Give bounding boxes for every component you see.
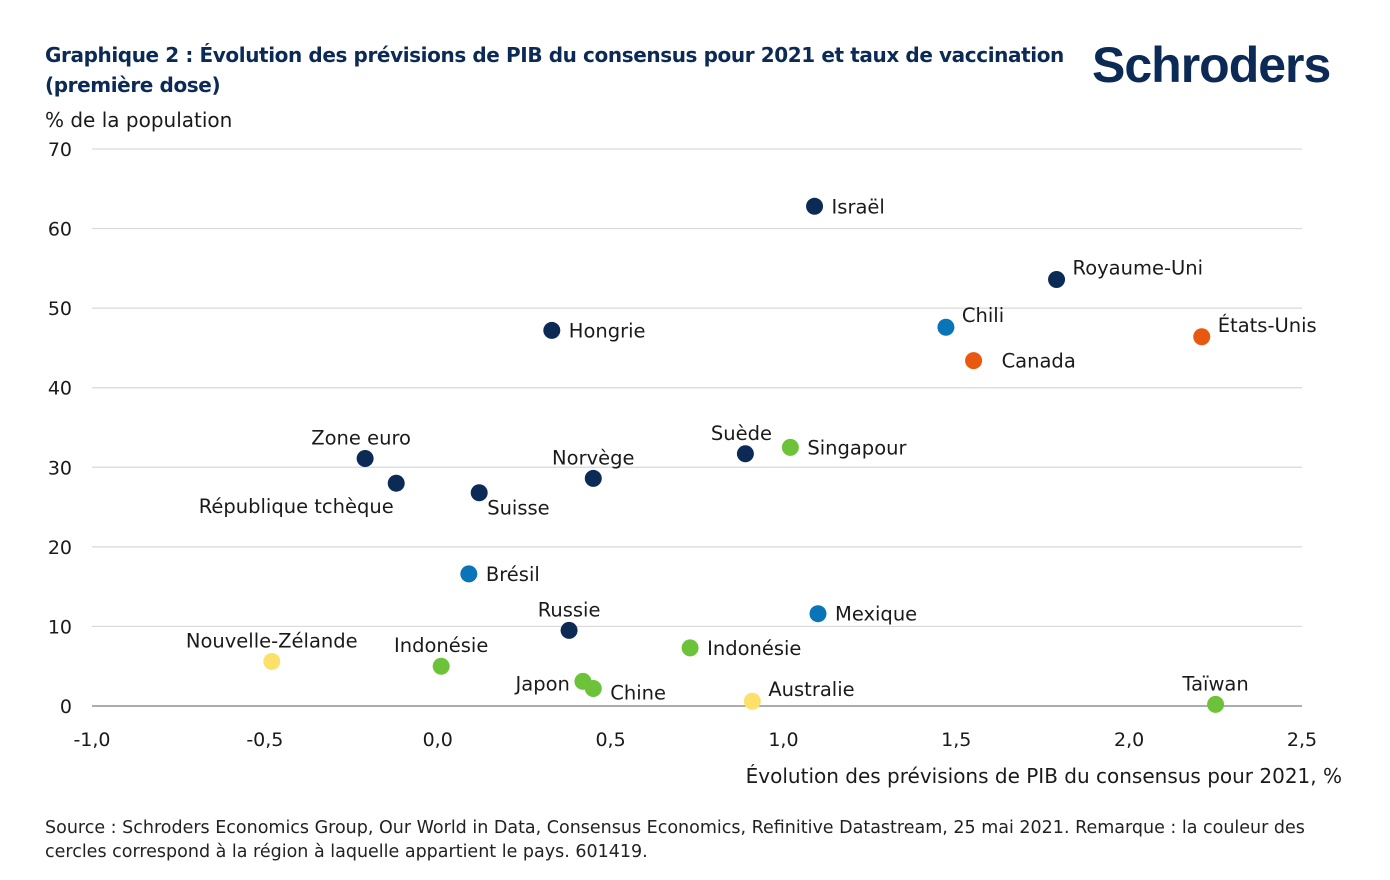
data-point: [263, 652, 281, 670]
data-point: [1048, 270, 1066, 288]
data-point: [736, 445, 754, 463]
point-label: États-Unis: [1218, 314, 1317, 337]
data-point: [356, 450, 374, 468]
x-tick-label: 0,5: [595, 729, 625, 751]
y-tick-label: 0: [60, 696, 72, 718]
y-tick-label: 60: [48, 219, 72, 241]
data-point: [560, 621, 578, 639]
data-point: [460, 565, 478, 583]
data-point: [470, 484, 488, 502]
data-points: [263, 197, 1225, 713]
point-label: Chine: [610, 681, 666, 704]
x-tick-label: 0,0: [423, 729, 453, 751]
data-point: [1193, 328, 1211, 346]
x-tick-label: 2,0: [1114, 729, 1144, 751]
y-axis-label: % de la population: [45, 108, 233, 132]
data-point: [937, 318, 955, 336]
x-axis-label: Évolution des prévisions de PIB du conse…: [745, 764, 1342, 788]
y-tick-label: 40: [48, 378, 72, 400]
point-label: Indonésie: [707, 637, 801, 660]
x-tick-label: 2,5: [1287, 729, 1317, 751]
point-label: Suède: [711, 422, 772, 445]
data-point: [965, 352, 983, 370]
data-point: [809, 605, 827, 623]
point-label: Norvège: [552, 446, 634, 469]
point-label: Chili: [962, 304, 1004, 327]
data-point: [387, 474, 405, 492]
data-point: [584, 469, 602, 487]
point-label: Suisse: [487, 497, 549, 520]
x-tick-label: 1,0: [768, 729, 798, 751]
point-label: Taïwan: [1181, 672, 1248, 695]
y-tick-label: 30: [48, 457, 72, 479]
point-label: République tchèque: [199, 495, 394, 518]
x-tick-label: 1,5: [941, 729, 971, 751]
y-tick-label: 20: [48, 537, 72, 559]
x-tick-label: -0,5: [246, 729, 283, 751]
point-label: Indonésie: [394, 634, 488, 657]
point-label: Russie: [538, 598, 601, 621]
data-point: [806, 197, 824, 215]
point-label: Royaume-Uni: [1073, 256, 1204, 279]
data-point: [432, 657, 450, 675]
point-label: Mexique: [835, 603, 917, 626]
data-point: [1207, 695, 1225, 713]
point-label: Nouvelle-Zélande: [186, 629, 358, 652]
point-label: Zone euro: [311, 427, 411, 450]
source-note: Source : Schroders Economics Group, Our …: [45, 818, 1305, 862]
point-label: Canada: [1002, 350, 1076, 373]
point-label: Israël: [832, 195, 885, 218]
point-label: Hongrie: [569, 319, 646, 342]
axis-ticks: 0 10 20 30 40 50 60 70 -1,0 -0,5 0,0 0,5 1,0 1,5 2,0 2,…: [48, 139, 1317, 751]
y-tick-label: 70: [48, 139, 72, 161]
data-point: [543, 321, 561, 339]
x-tick-label: -1,0: [73, 729, 110, 751]
point-label: Singapour: [807, 436, 907, 459]
schroders-logo: Schroders: [1092, 37, 1331, 93]
data-point: [781, 438, 799, 456]
chart-title: Graphique 2 : Évolution des prévisions d…: [45, 43, 1064, 97]
gridlines: [92, 148, 1302, 707]
y-tick-label: 10: [48, 616, 72, 638]
y-tick-label: 50: [48, 298, 72, 320]
point-label: Australie: [768, 678, 854, 701]
data-point: [681, 639, 699, 657]
data-point: [584, 679, 602, 697]
data-point: [743, 692, 761, 710]
point-label: Japon: [514, 672, 570, 695]
point-label: Brésil: [486, 563, 540, 586]
data-labels: Israël Royaume-Uni Chili États-Unis Hongrie C…: [186, 195, 1317, 704]
